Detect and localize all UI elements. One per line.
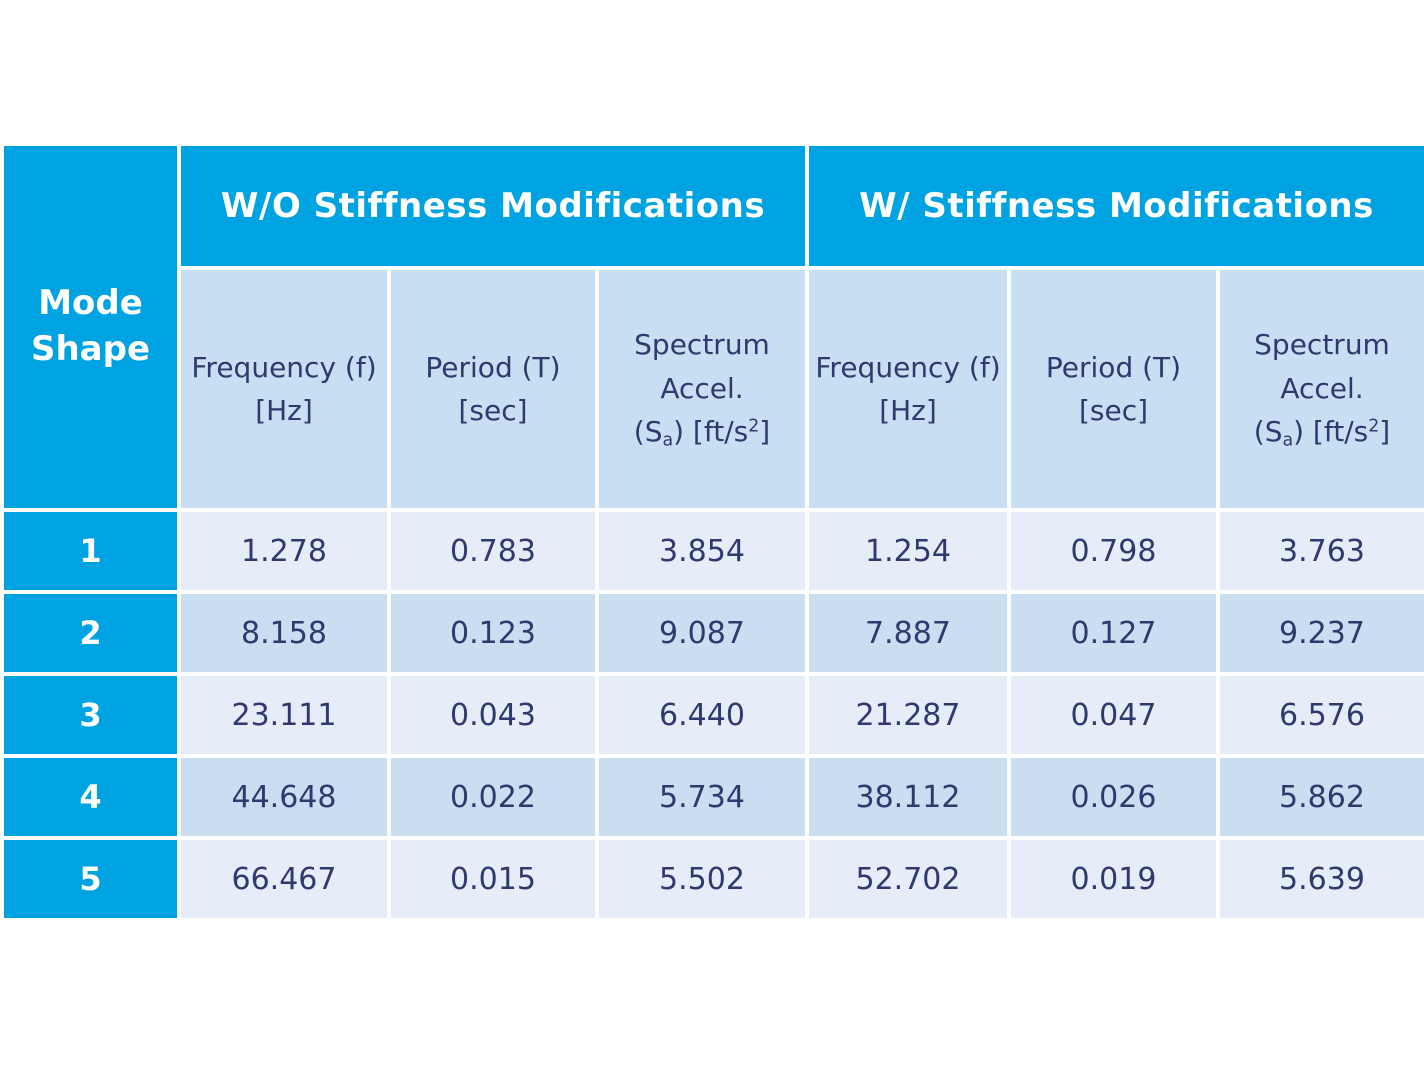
cell-w-period-3: 0.047 bbox=[1011, 676, 1216, 754]
cell-wo-period-3: 0.043 bbox=[391, 676, 595, 754]
subheader-w-frequency: Frequency (f) [Hz] bbox=[809, 270, 1007, 508]
group-header-without-stiffness: W/O Stiffness Modifications bbox=[181, 146, 805, 266]
cell-wo-frequency-2: 8.158 bbox=[181, 594, 387, 672]
spectrum-label-line2: (Sa) [ft/s2] bbox=[1253, 415, 1391, 451]
cell-wo-period-5: 0.015 bbox=[391, 840, 595, 918]
cell-wo-frequency-5: 66.467 bbox=[181, 840, 387, 918]
subheader-wo-period: Period (T) [sec] bbox=[391, 270, 595, 508]
cell-wo-frequency-1: 1.278 bbox=[181, 512, 387, 590]
cell-w-frequency-3: 21.287 bbox=[809, 676, 1007, 754]
cell-w-frequency-4: 38.112 bbox=[809, 758, 1007, 836]
subscript-a: a bbox=[1282, 430, 1294, 451]
frequency-label-line1: Frequency (f) bbox=[191, 350, 377, 384]
cell-w-spectrum-2: 9.237 bbox=[1220, 594, 1424, 672]
subheader-w-spectrum: Spectrum Accel. (Sa) [ft/s2] bbox=[1220, 270, 1424, 508]
cell-wo-spectrum-1: 3.854 bbox=[599, 512, 805, 590]
cell-w-spectrum-4: 5.862 bbox=[1220, 758, 1424, 836]
cell-w-spectrum-3: 6.576 bbox=[1220, 676, 1424, 754]
cell-wo-spectrum-5: 5.502 bbox=[599, 840, 805, 918]
cell-w-frequency-1: 1.254 bbox=[809, 512, 1007, 590]
cell-w-spectrum-1: 3.763 bbox=[1220, 512, 1424, 590]
cell-w-period-5: 0.019 bbox=[1011, 840, 1216, 918]
frequency-label-line1: Frequency (f) bbox=[815, 350, 1001, 384]
cell-wo-period-4: 0.022 bbox=[391, 758, 595, 836]
cell-wo-frequency-3: 23.111 bbox=[181, 676, 387, 754]
subscript-a: a bbox=[662, 430, 674, 451]
cell-w-period-2: 0.127 bbox=[1011, 594, 1216, 672]
cell-wo-period-1: 0.783 bbox=[391, 512, 595, 590]
cell-wo-spectrum-3: 6.440 bbox=[599, 676, 805, 754]
modal-analysis-table: Mode Shape W/O Stiffness Modifications W… bbox=[4, 146, 1424, 918]
mode-cell-4: 4 bbox=[4, 758, 177, 836]
cell-w-period-4: 0.026 bbox=[1011, 758, 1216, 836]
cell-wo-spectrum-2: 9.087 bbox=[599, 594, 805, 672]
cell-wo-spectrum-4: 5.734 bbox=[599, 758, 805, 836]
subheader-wo-spectrum: Spectrum Accel. (Sa) [ft/s2] bbox=[599, 270, 805, 508]
mode-cell-3: 3 bbox=[4, 676, 177, 754]
mode-shape-line2: Shape bbox=[30, 329, 151, 369]
cell-wo-period-2: 0.123 bbox=[391, 594, 595, 672]
spectrum-label-line2: (Sa) [ft/s2] bbox=[633, 415, 771, 451]
mode-cell-5: 5 bbox=[4, 840, 177, 918]
mode-shape-line1: Mode bbox=[38, 283, 143, 324]
spectrum-label-line1: Spectrum Accel. bbox=[1254, 328, 1390, 405]
cell-w-spectrum-5: 5.639 bbox=[1220, 840, 1424, 918]
subheader-w-period: Period (T) [sec] bbox=[1011, 270, 1216, 508]
mode-cell-2: 2 bbox=[4, 594, 177, 672]
mode-cell-1: 1 bbox=[4, 512, 177, 590]
cell-w-frequency-2: 7.887 bbox=[809, 594, 1007, 672]
corner-header-mode-shape: Mode Shape bbox=[4, 146, 177, 508]
cell-w-frequency-5: 52.702 bbox=[809, 840, 1007, 918]
cell-w-period-1: 0.798 bbox=[1011, 512, 1216, 590]
frequency-label-line2: [Hz] bbox=[255, 394, 313, 427]
cell-wo-frequency-4: 44.648 bbox=[181, 758, 387, 836]
subheader-wo-frequency: Frequency (f) [Hz] bbox=[181, 270, 387, 508]
group-header-with-stiffness: W/ Stiffness Modifications bbox=[809, 146, 1424, 266]
spectrum-label-line1: Spectrum Accel. bbox=[634, 328, 770, 405]
superscript-2: 2 bbox=[1368, 416, 1380, 437]
frequency-label-line2: [Hz] bbox=[879, 394, 937, 427]
superscript-2: 2 bbox=[748, 416, 760, 437]
